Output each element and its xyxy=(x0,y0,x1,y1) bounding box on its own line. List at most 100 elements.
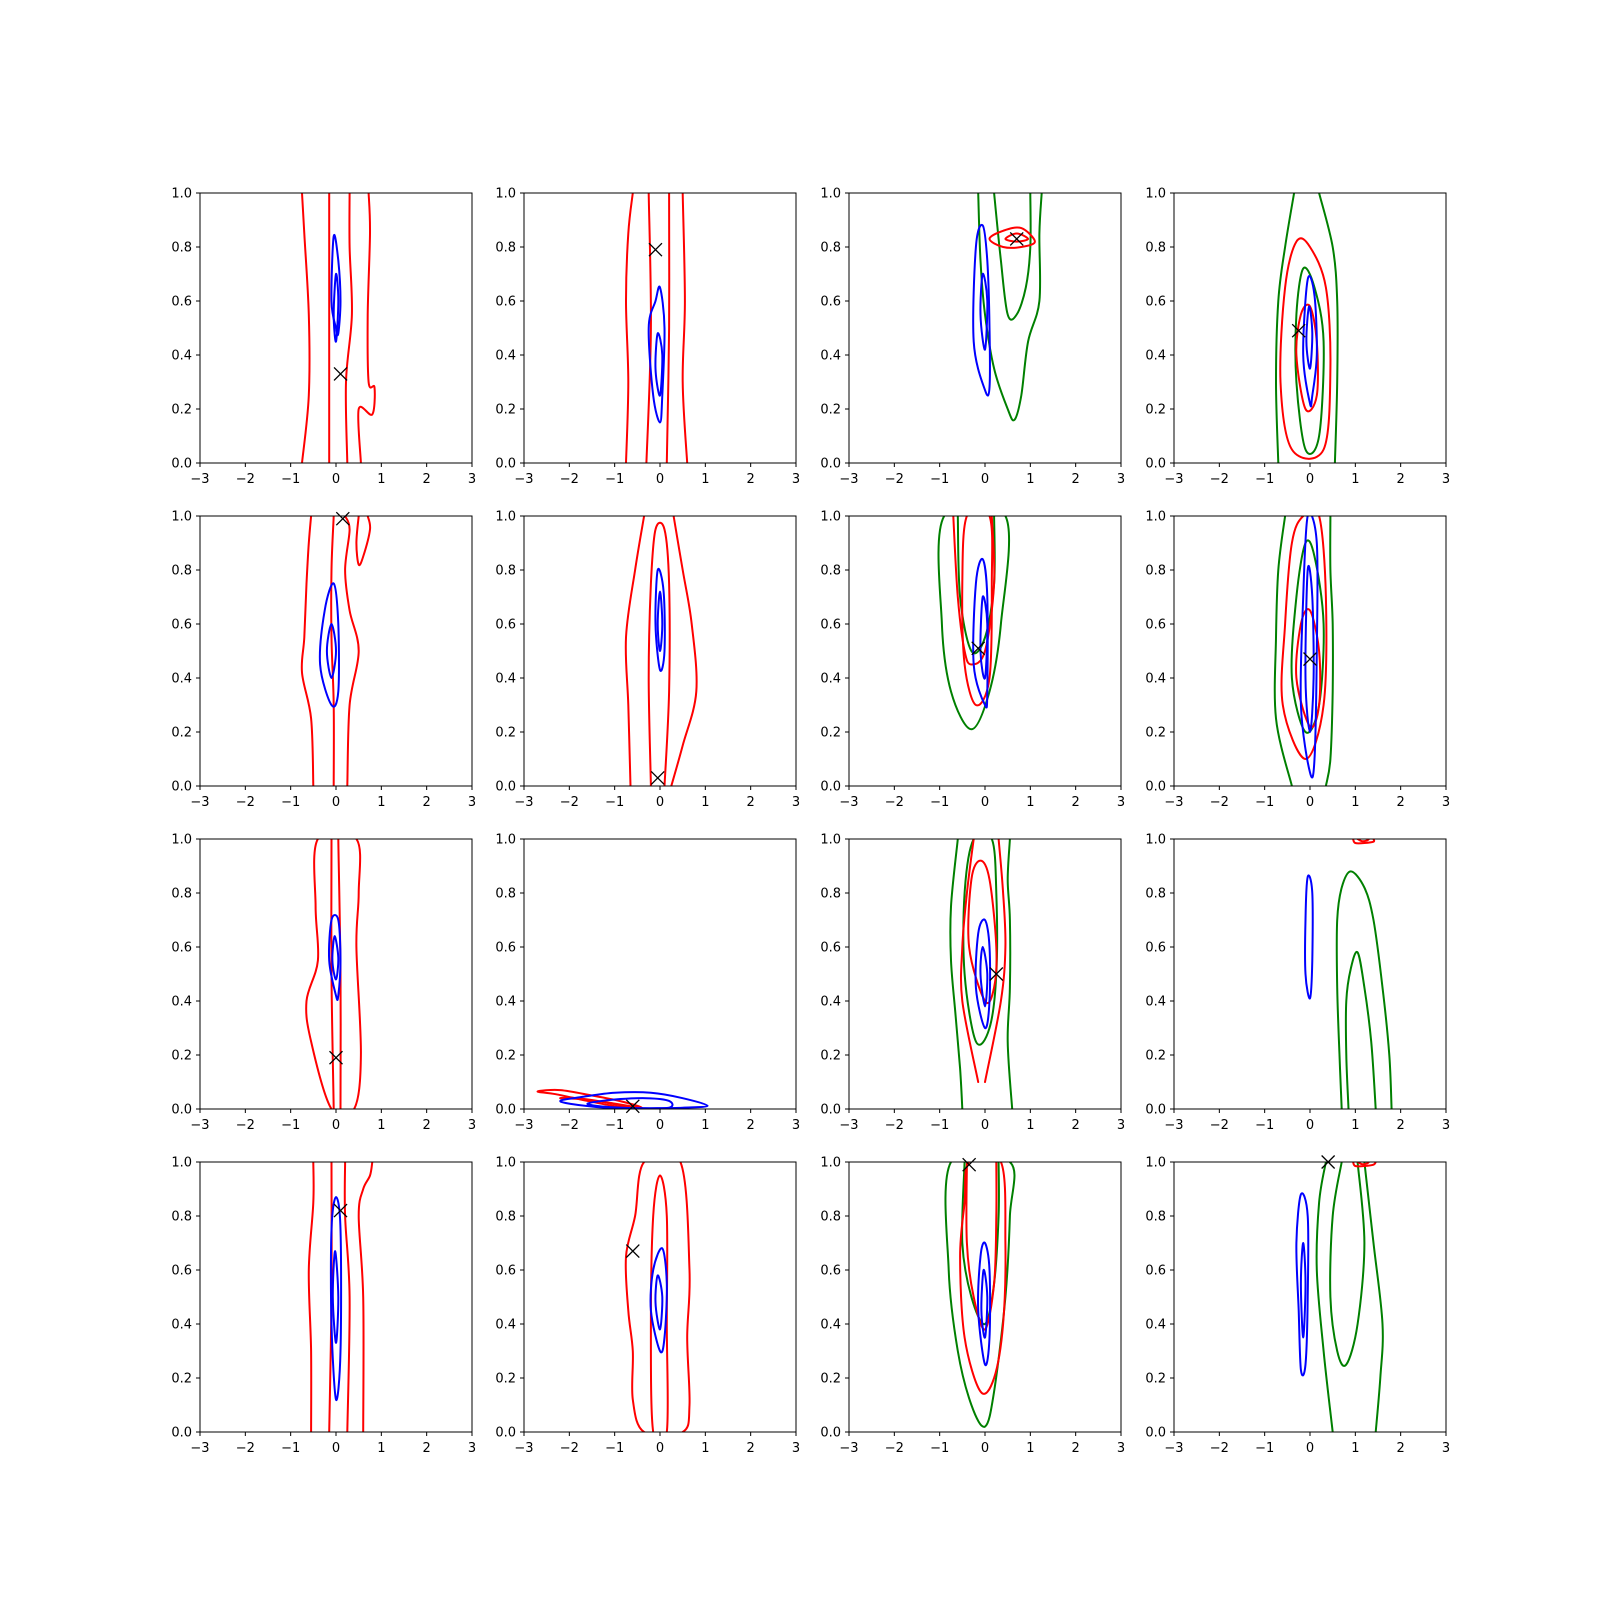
y-tick-label: 1.0 xyxy=(820,833,841,848)
y-tick-label: 1.0 xyxy=(495,187,516,202)
x-tick-label: −3 xyxy=(839,1441,858,1456)
contour-lines xyxy=(301,193,376,463)
y-tick-label: 0.0 xyxy=(820,1103,841,1118)
x-tick-label: 0 xyxy=(1306,1441,1314,1456)
x-tick-label: −3 xyxy=(190,795,209,810)
contour-line xyxy=(979,946,989,1008)
contour-lines xyxy=(1295,1162,1384,1432)
contour-line xyxy=(331,1250,340,1344)
y-tick-label: 0.6 xyxy=(1145,1264,1166,1279)
x-tick-label: 2 xyxy=(1397,1118,1405,1133)
contour-line xyxy=(1302,274,1318,408)
contour-line xyxy=(665,193,671,463)
contour-line xyxy=(355,516,372,567)
contour-line xyxy=(357,193,376,463)
x-tick-label: −2 xyxy=(236,1441,255,1456)
contour-line xyxy=(649,1174,669,1432)
contour-line xyxy=(1279,237,1332,460)
y-tick-label: 0.4 xyxy=(171,995,192,1010)
x-tick-label: 1 xyxy=(701,795,709,810)
y-tick-label: 0.0 xyxy=(171,780,192,795)
x-tick-label: 0 xyxy=(656,472,664,487)
y-tick-label: 0.2 xyxy=(495,1372,516,1387)
y-tick-label: 1.0 xyxy=(1145,833,1166,848)
x-tick-label: −3 xyxy=(1164,1441,1183,1456)
x-tick-label: 0 xyxy=(656,1441,664,1456)
y-tick-label: 1.0 xyxy=(495,833,516,848)
subplot-3-3: −3 −2 −1 0 1 2 3 0.0 0.2 0.4 0.6 0.8 1.0 xyxy=(820,833,1125,1134)
contour-line xyxy=(1356,1162,1370,1166)
y-tick-label: 0.8 xyxy=(1145,1210,1166,1225)
y-tick-label: 0.8 xyxy=(1145,564,1166,579)
x-marker xyxy=(650,770,665,785)
contour-line xyxy=(1006,839,1014,1109)
contour-lines xyxy=(624,1162,691,1432)
x-marker xyxy=(333,1203,348,1218)
y-tick-label: 0.6 xyxy=(171,295,192,310)
x-tick-label: 3 xyxy=(1117,1118,1125,1133)
x-marker xyxy=(962,1157,977,1172)
contour-line xyxy=(1363,1162,1384,1432)
subplot-3-4: −3 −2 −1 0 1 2 3 0.0 0.2 0.4 0.6 0.8 1.0 xyxy=(1145,833,1450,1134)
contour-line xyxy=(645,193,652,463)
y-tick-label: 0.6 xyxy=(820,618,841,633)
y-tick-label: 0.8 xyxy=(495,887,516,902)
x-tick-label: 2 xyxy=(1072,472,1080,487)
x-tick-label: −1 xyxy=(930,795,949,810)
y-tick-label: 0.6 xyxy=(171,941,192,956)
contour-lines xyxy=(1275,193,1339,463)
contour-line xyxy=(962,839,999,1046)
contour-line xyxy=(624,1162,691,1432)
contour-line xyxy=(654,567,666,672)
x-tick-label: 0 xyxy=(656,795,664,810)
contour-line xyxy=(331,935,340,981)
contour-line xyxy=(332,272,340,343)
subplot-2-1: −3 −2 −1 0 1 2 3 0.0 0.2 0.4 0.6 0.8 1.0 xyxy=(171,510,476,811)
x-tick-label: 1 xyxy=(1351,472,1359,487)
x-tick-label: −2 xyxy=(560,472,579,487)
x-tick-label: −3 xyxy=(839,1118,858,1133)
x-marker xyxy=(971,641,986,656)
x-tick-label: −3 xyxy=(514,795,533,810)
x-tick-label: 3 xyxy=(468,1118,476,1133)
contour-line xyxy=(305,839,362,1109)
x-tick-label: 3 xyxy=(792,1118,800,1133)
x-tick-label: 2 xyxy=(1397,472,1405,487)
y-tick-label: 0.0 xyxy=(820,1426,841,1441)
subplot-3-2: −3 −2 −1 0 1 2 3 0.0 0.2 0.4 0.6 0.8 1.0 xyxy=(495,833,800,1134)
y-tick-label: 0.0 xyxy=(495,780,516,795)
x-tick-label: 1 xyxy=(1026,1118,1034,1133)
x-tick-label: 0 xyxy=(981,1441,989,1456)
y-tick-label: 0.6 xyxy=(171,618,192,633)
y-tick-label: 1.0 xyxy=(495,1156,516,1171)
y-tick-label: 0.0 xyxy=(171,457,192,472)
y-tick-label: 0.2 xyxy=(171,403,192,418)
contour-lines xyxy=(1304,839,1393,1109)
contour-line xyxy=(656,590,664,652)
subplot-4-1: −3 −2 −1 0 1 2 3 0.0 0.2 0.4 0.6 0.8 1.0 xyxy=(171,1156,476,1457)
y-tick-label: 0.6 xyxy=(820,941,841,956)
x-tick-label: 1 xyxy=(1026,795,1034,810)
y-tick-label: 0.0 xyxy=(820,457,841,472)
contour-line xyxy=(979,595,989,680)
x-tick-label: 3 xyxy=(1117,795,1125,810)
y-tick-label: 1.0 xyxy=(171,187,192,202)
x-tick-label: −2 xyxy=(236,472,255,487)
y-tick-label: 0.2 xyxy=(171,1372,192,1387)
x-tick-label: −2 xyxy=(885,1441,904,1456)
y-tick-label: 0.6 xyxy=(495,941,516,956)
y-tick-label: 0.8 xyxy=(171,564,192,579)
contour-line xyxy=(681,193,689,463)
y-tick-label: 0.2 xyxy=(171,1049,192,1064)
y-tick-label: 0.0 xyxy=(1145,457,1166,472)
y-tick-label: 0.8 xyxy=(495,241,516,256)
x-tick-label: −1 xyxy=(1255,1118,1274,1133)
y-tick-label: 0.4 xyxy=(820,1318,841,1333)
y-tick-label: 0.8 xyxy=(1145,887,1166,902)
contour-line xyxy=(325,623,337,679)
y-tick-label: 1.0 xyxy=(1145,1156,1166,1171)
x-tick-label: −2 xyxy=(1210,1441,1229,1456)
x-marker xyxy=(329,1050,343,1065)
y-tick-label: 0.8 xyxy=(171,241,192,256)
x-tick-label: 3 xyxy=(468,472,476,487)
